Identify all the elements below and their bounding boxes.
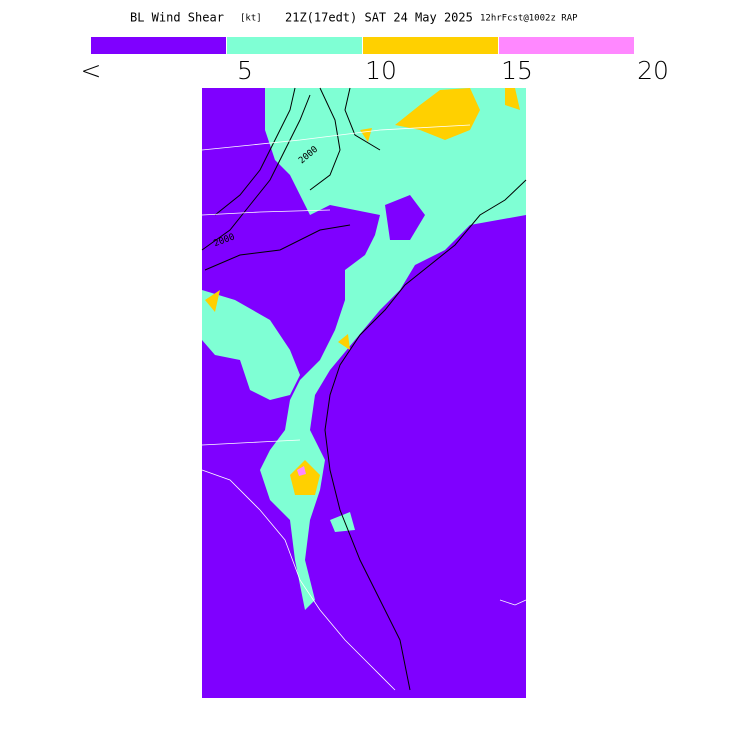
coast [499,599,527,606]
colorbar-label: 10 [365,56,397,85]
map: 2000 2000 [201,87,527,698]
colorbar-label: 15 [501,56,533,85]
contour [309,87,341,191]
state-border [201,439,301,446]
coast [201,469,396,691]
shear-high [338,334,350,350]
contour [344,87,381,151]
contour [201,94,311,251]
state-border [201,124,471,151]
title-time: 21Z(17edt) SAT 24 May 2025 [285,11,473,25]
shear-high [395,88,480,140]
coast [324,179,527,691]
title-model: 12hrFcst@1002z RAP [480,14,578,24]
shear-area [260,88,526,610]
colorbar-segment [227,37,362,54]
colorbar: <5 10 15 20 [81,37,669,85]
colorbar-segment [91,37,226,54]
colorbar-segment [499,37,634,54]
title-units: [kt] [240,14,262,24]
state-border [201,209,331,216]
low-shear-area [385,195,425,240]
shear-high [205,290,220,312]
colorbar-label: < [81,56,102,85]
contour [214,87,296,216]
shear-high [505,88,520,110]
colorbar-segment [363,37,498,54]
shear-max [297,466,306,476]
colorbar-label: 5 [237,56,253,85]
shear-area [330,512,355,532]
title-main: BL Wind Shear [130,11,224,25]
colorbar-label: 20 [637,56,669,85]
shear-area [202,290,300,400]
shear-high [290,460,320,495]
contour [204,224,351,271]
